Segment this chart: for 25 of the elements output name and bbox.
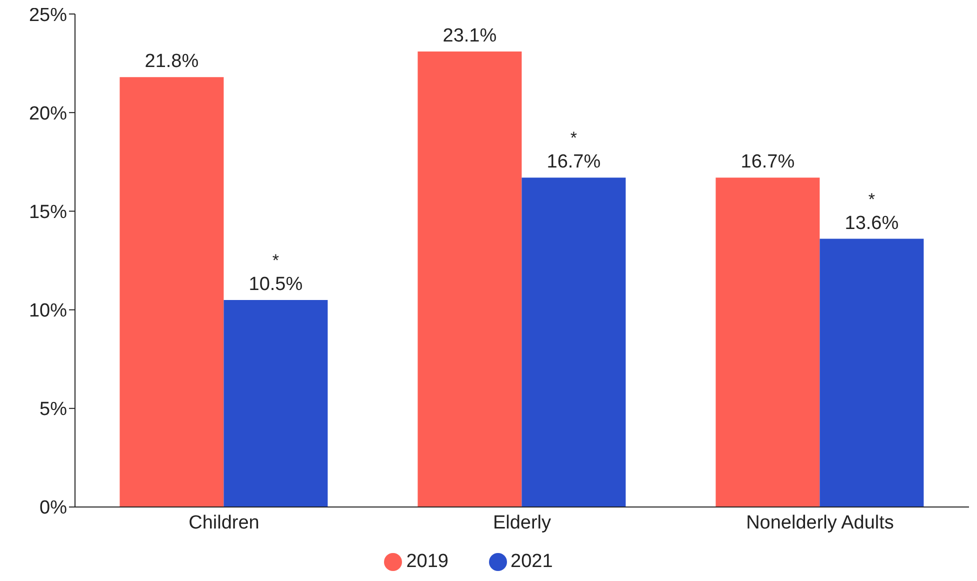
data-label: 16.7% bbox=[546, 152, 601, 173]
x-tick-label: Nonelderly Adults bbox=[746, 512, 894, 534]
data-label: 13.6% bbox=[844, 212, 899, 234]
data-label: 10.5% bbox=[248, 274, 303, 295]
x-tick-label: Elderly bbox=[492, 512, 552, 534]
bar bbox=[224, 300, 328, 507]
bar bbox=[120, 77, 224, 507]
legend-label: 2021 bbox=[510, 551, 553, 572]
legend-label: 2019 bbox=[406, 551, 448, 572]
bar bbox=[522, 178, 626, 507]
y-tick-label: 0% bbox=[40, 498, 68, 519]
data-label: 16.7% bbox=[740, 152, 795, 173]
data-label: 23.1% bbox=[442, 25, 497, 46]
y-tick-label: 5% bbox=[40, 399, 68, 420]
annotation: * bbox=[272, 250, 280, 270]
annotation: * bbox=[570, 128, 578, 148]
bar bbox=[418, 51, 522, 507]
y-tick-label: 10% bbox=[28, 300, 68, 322]
data-label: 21.8% bbox=[144, 51, 199, 72]
x-tick-label: Children bbox=[188, 512, 260, 534]
y-tick-label: 15% bbox=[28, 202, 68, 223]
y-tick-label: 20% bbox=[28, 103, 68, 124]
bar bbox=[820, 238, 924, 507]
annotation: * bbox=[868, 190, 876, 209]
bar bbox=[716, 178, 820, 507]
